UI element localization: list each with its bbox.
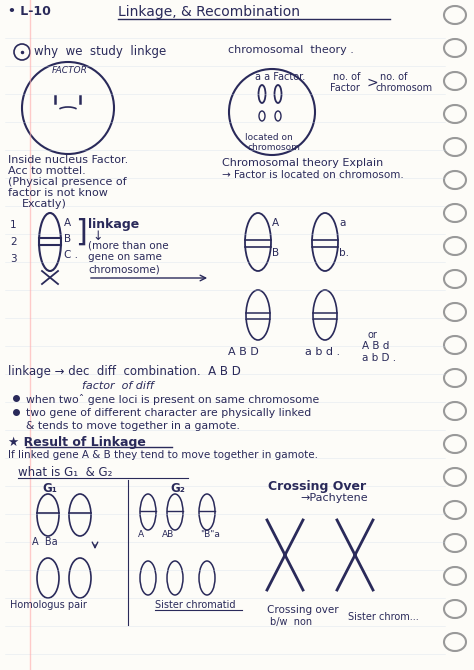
Text: linkage → dec  diff  combination.  A B D: linkage → dec diff combination. A B D <box>8 365 241 378</box>
Text: → Factor is located on chromosom.: → Factor is located on chromosom. <box>222 170 404 180</box>
Text: Crossing over: Crossing over <box>267 605 338 615</box>
Text: Homologus pair: Homologus pair <box>10 600 87 610</box>
Text: a b d .: a b d . <box>305 347 340 357</box>
Text: why  we  study  linkge: why we study linkge <box>34 45 166 58</box>
Text: G₂: G₂ <box>170 482 185 495</box>
Text: ↓: ↓ <box>92 230 102 243</box>
Text: A B D: A B D <box>228 347 259 357</box>
Text: or: or <box>368 330 378 340</box>
Text: Sister chromatid: Sister chromatid <box>155 600 236 610</box>
Text: Crossing Over: Crossing Over <box>268 480 366 493</box>
Text: 3: 3 <box>10 254 17 264</box>
Text: factor  of diff: factor of diff <box>82 381 154 391</box>
Text: b.: b. <box>339 248 349 258</box>
Text: when twoˆ gene loci is present on same chromosome: when twoˆ gene loci is present on same c… <box>26 394 319 405</box>
Text: Excatly): Excatly) <box>22 199 67 209</box>
Text: Chromosomal theory Explain: Chromosomal theory Explain <box>222 158 383 168</box>
Text: A: A <box>138 530 144 539</box>
Text: a b D .: a b D . <box>362 353 396 363</box>
Text: factor is not know: factor is not know <box>8 188 108 198</box>
Text: >: > <box>367 76 379 90</box>
Text: If linked gene A & B they tend to move together in gamote.: If linked gene A & B they tend to move t… <box>8 450 318 460</box>
Text: b/w  non: b/w non <box>270 617 312 627</box>
Text: no. of: no. of <box>333 72 360 82</box>
Text: ★ Result of Linkage: ★ Result of Linkage <box>8 436 146 449</box>
Text: gene on same: gene on same <box>88 252 162 262</box>
Text: & tends to move together in a gamote.: & tends to move together in a gamote. <box>26 421 240 431</box>
Text: linkage: linkage <box>88 218 139 231</box>
Text: a: a <box>339 218 346 228</box>
Text: Factor: Factor <box>330 83 360 93</box>
Text: (more than one: (more than one <box>88 240 169 250</box>
Text: what is G₁  & G₂: what is G₁ & G₂ <box>18 466 112 479</box>
Text: B: B <box>272 248 279 258</box>
Text: Linkage, & Recombination: Linkage, & Recombination <box>118 5 300 19</box>
Text: 2: 2 <box>10 237 17 247</box>
Text: AB: AB <box>162 530 174 539</box>
Text: A  Ba: A Ba <box>32 537 58 547</box>
Text: chromosom: chromosom <box>376 83 433 93</box>
Text: "B"a: "B"a <box>200 530 220 539</box>
Text: ]: ] <box>75 218 87 247</box>
Text: G₁: G₁ <box>42 482 57 495</box>
Text: a a Factor.: a a Factor. <box>255 72 305 82</box>
Text: →Pachytene: →Pachytene <box>300 493 368 503</box>
Text: C .: C . <box>64 250 78 260</box>
Text: (Physical presence of: (Physical presence of <box>8 177 127 187</box>
Text: Inside nucleus Factor.: Inside nucleus Factor. <box>8 155 128 165</box>
Text: chromosom: chromosom <box>248 143 301 152</box>
Text: A B d: A B d <box>362 341 389 351</box>
Text: A: A <box>64 218 71 228</box>
Text: B: B <box>64 234 71 244</box>
Text: FACTOR: FACTOR <box>52 66 88 75</box>
Text: Sister chrom...: Sister chrom... <box>348 612 419 622</box>
Text: chromosomal  theory .: chromosomal theory . <box>228 45 354 55</box>
Text: A: A <box>272 218 279 228</box>
Text: two gene of different character are physically linked: two gene of different character are phys… <box>26 408 311 418</box>
Text: no. of: no. of <box>380 72 407 82</box>
Text: chromosome): chromosome) <box>88 264 160 274</box>
Text: located on: located on <box>245 133 293 142</box>
Text: Acc to mottel.: Acc to mottel. <box>8 166 86 176</box>
Text: • L-10: • L-10 <box>8 5 51 18</box>
Text: 1: 1 <box>10 220 17 230</box>
